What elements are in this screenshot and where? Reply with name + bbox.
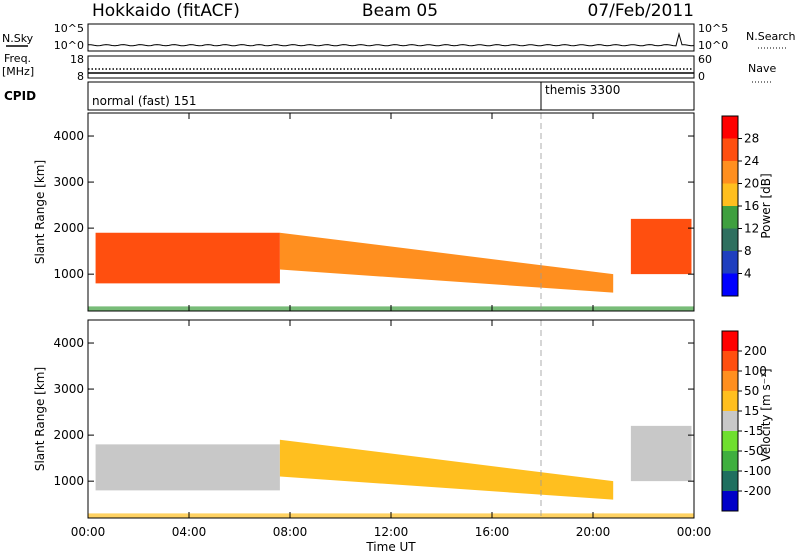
scatter-band-mid-scatter [279, 232, 614, 293]
colorbar-tick-label: 24 [744, 154, 759, 168]
power-y-axis: 1000 2000 3000 4000 [53, 129, 694, 281]
station-title: Hokkaido (fitACF) [92, 1, 240, 21]
nave-tick-bottom: 0 [698, 70, 705, 83]
colorbar-frame [721, 330, 739, 512]
freq-tick-top: 18 [70, 53, 84, 66]
colorbar-segment [722, 183, 738, 206]
velocity-colorbar-label: Velocity [m s⁻¹] [759, 368, 773, 461]
cpid-left-text: normal (fast) 151 [92, 94, 196, 108]
cpid-label: CPID [4, 89, 36, 103]
x-tick-label: 08:00 [273, 525, 308, 539]
colorbar-tick-label: 28 [744, 132, 759, 146]
colorbar-segment [722, 206, 738, 229]
y-tick-label: 3000 [53, 175, 84, 189]
colorbar-segment [722, 451, 738, 471]
x-tick-label: 00:00 [71, 525, 106, 539]
nsearch-tick-bottom: 10^0 [698, 39, 728, 52]
nsky-tick-top: 10^5 [54, 22, 84, 35]
colorbar-tick-label: 8 [744, 244, 752, 258]
colorbar-segment [722, 138, 738, 161]
colorbar-tick-label: 50 [744, 384, 759, 398]
colorbar-segment [722, 431, 738, 451]
colorbar-segment [722, 411, 738, 431]
colorbar-tick-label: -15 [744, 424, 764, 438]
y-tick-label: 1000 [53, 267, 84, 281]
colorbar-tick-label: -100 [744, 464, 771, 478]
x-tick-label: 04:00 [172, 525, 207, 539]
y-tick-label: 2000 [53, 428, 84, 442]
colorbar-segment [722, 391, 738, 411]
x-tick-label: 00:00 [677, 525, 712, 539]
colorbar-segment [722, 228, 738, 251]
colorbar-segment [722, 471, 738, 491]
colorbar-tick-label: 16 [744, 199, 759, 213]
x-axis-label: Time UT [365, 540, 416, 554]
nsky-panel [87, 23, 695, 52]
velocity-y-axis: 1000 2000 3000 4000 [53, 336, 694, 488]
nsky-tick-bottom: 10^0 [54, 39, 84, 52]
colorbar-tick-label: 15 [744, 404, 759, 418]
colorbar-tick-label: 12 [744, 222, 759, 236]
colorbar-segment [722, 251, 738, 274]
x-tick-label: 16:00 [475, 525, 510, 539]
colorbar-segment [722, 273, 738, 296]
velocity-y-label: Slant Range [km] [33, 367, 47, 471]
freq-label: Freq. [4, 52, 31, 65]
x-tick-label: 20:00 [576, 525, 611, 539]
colorbar-tick-label: 20 [744, 177, 759, 191]
freq-panel [87, 55, 695, 79]
scatter-band-late-scatter [630, 218, 692, 275]
cpid-right-text: themis 3300 [545, 83, 620, 97]
colorbar-segment [722, 116, 738, 139]
y-tick-label: 3000 [53, 382, 84, 396]
velocity-colorbar: 200 100 50 15 -15 -50 -100 -200 [721, 330, 771, 512]
velocity-panel: 1000 2000 3000 4000 Slant Range [km] [33, 319, 695, 519]
colorbar-segment [722, 371, 738, 391]
colorbar-tick-label: 200 [744, 344, 767, 358]
colorbar-tick-label: 4 [744, 267, 752, 281]
colorbar-tick-label: -50 [744, 444, 764, 458]
freq-tick-bottom: 8 [77, 70, 84, 83]
scatter-band-late-ground-scatter [630, 425, 692, 482]
freq-unit: [MHz] [2, 65, 34, 78]
y-tick-label: 2000 [53, 221, 84, 235]
nave-tick-top: 60 [698, 53, 712, 66]
colorbar-tick-label: 100 [744, 364, 767, 378]
colorbar-segment [722, 331, 738, 351]
nsky-label: N.Sky [2, 32, 34, 45]
power-colorbar: 28 24 20 16 12 8 4 [721, 115, 759, 297]
colorbar-segment [722, 161, 738, 184]
time-x-axis: 00:00 04:00 08:00 12:00 16:00 20:00 00:00 [71, 113, 712, 539]
beam-title: Beam 05 [362, 1, 438, 21]
colorbar-segment [722, 491, 738, 511]
nsearch-label: N.Search [746, 30, 796, 43]
power-colorbar-label: Power [dB] [759, 173, 773, 238]
colorbar-tick-label: -200 [744, 484, 771, 498]
nsky-trace [87, 32, 695, 47]
y-tick-label: 1000 [53, 474, 84, 488]
y-tick-label: 4000 [53, 336, 84, 350]
colorbar-segment [722, 351, 738, 371]
scatter-band-ground-scatter [95, 444, 280, 491]
scatter-band-ionospheric-scatter [279, 439, 614, 500]
cpid-panel [87, 81, 695, 111]
x-tick-label: 12:00 [374, 525, 409, 539]
date-title: 07/Feb/2011 [588, 1, 694, 21]
nsearch-tick-top: 10^5 [698, 22, 728, 35]
scatter-band-morning-scatter [95, 232, 280, 284]
y-tick-label: 4000 [53, 129, 84, 143]
nave-label: Nave [748, 62, 776, 75]
power-y-label: Slant Range [km] [33, 160, 47, 264]
power-panel: 1000 2000 3000 4000 Slant Range [km] [33, 112, 695, 312]
